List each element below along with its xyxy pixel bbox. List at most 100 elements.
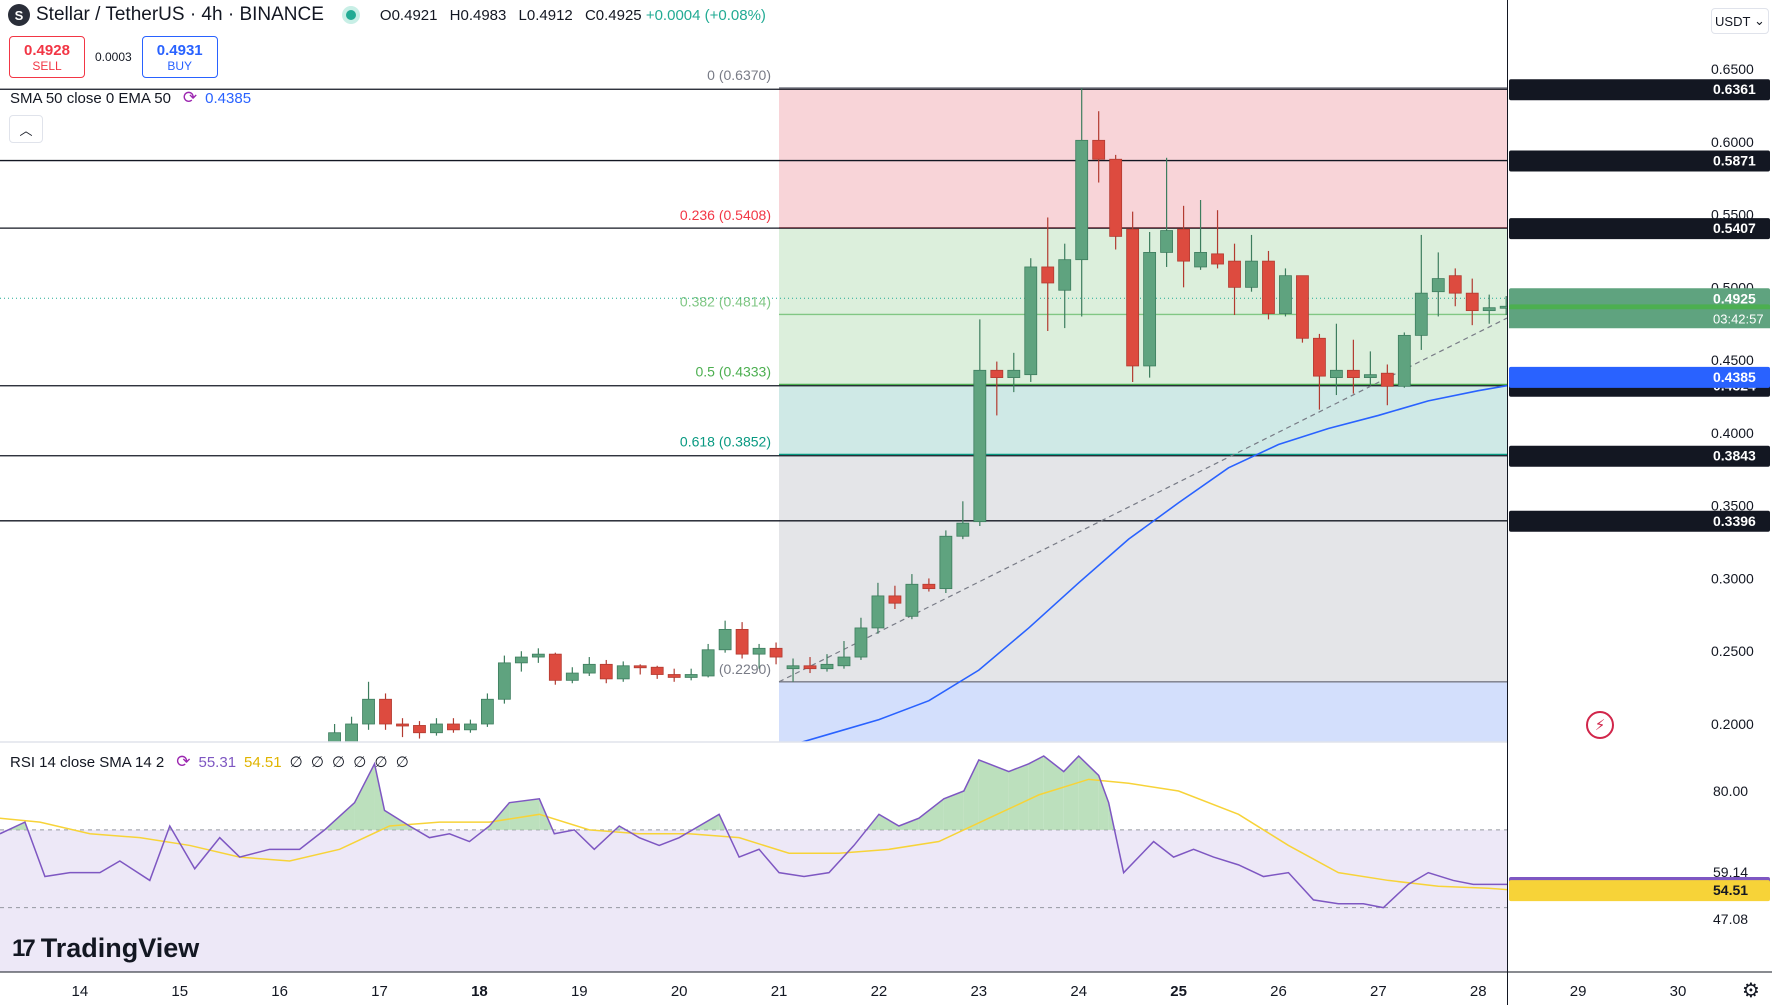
price-tick-label: 0.6500	[1711, 61, 1754, 77]
rsi-indicator-legend[interactable]: RSI 14 close SMA 14 2 ⟳ 55.31 54.51 ∅ ∅ …	[10, 752, 411, 772]
tradingview-mark-icon: 17	[12, 934, 36, 962]
gear-icon[interactable]: ⚙	[1742, 980, 1760, 1002]
candle-up	[1279, 275, 1292, 314]
candle-down	[667, 674, 681, 678]
rsi-sma-line	[0, 778, 1507, 891]
level-price-tag: 0.5407	[1713, 220, 1756, 236]
candle-down	[1262, 260, 1275, 314]
fib-level-label: 0.618 (0.3852)	[680, 433, 771, 449]
ohlc-readout: O0.4921 H0.4983 L0.4912 C0.4925 +0.0004 …	[380, 7, 766, 24]
ohlc-close: C0.4925	[584, 6, 642, 24]
rsi-overbought-fill	[1043, 756, 1064, 830]
rsi-overbought-fill	[943, 791, 964, 830]
time-tick-label: 29	[1570, 983, 1587, 1000]
candle-up	[497, 662, 511, 700]
tradingview-logo[interactable]: 17 TradingView	[12, 933, 199, 964]
candle-down	[803, 665, 817, 670]
time-tick-label: 26	[1270, 983, 1287, 1000]
level-price-tag-bg	[1509, 445, 1770, 467]
candle-up	[481, 698, 494, 725]
fib-level-label: 1 (0.2290)	[707, 661, 771, 677]
candle-up	[328, 732, 341, 742]
sell-label: SELL	[32, 58, 62, 73]
candle-down	[1448, 275, 1462, 294]
price-tag-sma: 0.4385	[1713, 369, 1756, 385]
candle-down	[1296, 275, 1309, 339]
trade-panel: 0.4928 SELL 0.0003 0.4931 BUY	[9, 36, 218, 78]
candle-up	[956, 522, 970, 537]
candle-up	[684, 674, 698, 678]
candle-up	[582, 663, 596, 674]
candle-down	[650, 666, 664, 675]
sma-indicator-legend[interactable]: SMA 50 close 0 EMA 50 ⟳ 0.4385	[10, 88, 251, 108]
candle-down	[1228, 260, 1241, 288]
currency-selector[interactable]: USDT ⌄	[1711, 8, 1769, 34]
candle-up	[1499, 305, 1507, 309]
rsi-tick-label: 80.00	[1713, 783, 1748, 799]
rsi-indicator-extras: ∅ ∅ ∅ ∅ ∅ ∅	[289, 754, 411, 771]
time-tick-label: 24	[1070, 983, 1087, 1000]
rsi-tag-sma-bg	[1509, 880, 1770, 902]
candle-up	[939, 535, 953, 590]
candle-up	[854, 627, 868, 658]
candle-up	[1397, 334, 1411, 387]
candle-up	[1058, 259, 1072, 291]
sell-button[interactable]: 0.4928 SELL	[9, 36, 85, 78]
buy-label: BUY	[167, 58, 193, 73]
collapse-legend-button[interactable]: ︿	[9, 115, 43, 143]
candle-up	[1482, 307, 1496, 312]
chevron-up-icon: ︿	[19, 122, 33, 138]
candle-up	[752, 647, 766, 655]
sma-indicator-label: SMA 50 close 0 EMA 50	[10, 89, 171, 107]
price-tick-label: 0.4000	[1711, 425, 1754, 441]
level-price-tag-bg	[1509, 218, 1770, 240]
candle-down	[769, 647, 783, 658]
price-tick-label: 0.3500	[1711, 498, 1754, 514]
fib-level-label: 0.382 (0.4814)	[680, 293, 771, 309]
rsi-overbought-fill	[1098, 775, 1109, 830]
fib-zone	[779, 227, 1507, 315]
level-price-tag-bg	[1509, 79, 1770, 101]
refresh-icon[interactable]: ⟳	[176, 752, 191, 771]
candle-down	[1313, 337, 1326, 377]
sma-50-line	[799, 384, 1507, 742]
candle-down	[1092, 139, 1106, 160]
candle-down	[1346, 369, 1360, 378]
candle-up	[430, 723, 443, 734]
fib-level-label: 0.5 (0.4333)	[696, 363, 772, 379]
level-price-tag-bg	[1509, 510, 1770, 532]
rsi-indicator-label: RSI 14 close SMA 14 2	[10, 753, 165, 771]
price-tick-label: 0.6000	[1711, 134, 1754, 150]
rsi-overbought-fill	[1008, 763, 1029, 830]
buy-button[interactable]: 0.4931 BUY	[141, 36, 218, 78]
refresh-icon[interactable]: ⟳	[182, 88, 198, 107]
candle-up	[837, 656, 851, 667]
candle-up	[362, 698, 375, 725]
rsi-panel	[0, 754, 1507, 972]
buy-price: 0.4931	[156, 41, 203, 59]
candle-up	[345, 723, 358, 742]
candle-down	[633, 665, 647, 669]
lightning-alert-icon[interactable]: ⚡	[1586, 711, 1614, 739]
candle-up	[1245, 260, 1258, 288]
candle-up	[464, 723, 477, 731]
candle-up	[871, 595, 885, 629]
candle-up	[1024, 266, 1038, 376]
rsi-overbought-fill	[509, 798, 540, 830]
fib-zone	[779, 314, 1507, 385]
rsi-line	[0, 754, 1507, 909]
rsi-overbought-fill	[699, 814, 720, 830]
candle-down	[379, 698, 392, 725]
fib-level-label: 0.236 (0.5408)	[680, 207, 771, 223]
ohlc-high: H0.4983	[449, 6, 507, 24]
tradingview-wordmark: TradingView	[40, 933, 200, 963]
fib-zone	[779, 87, 1507, 228]
symbol-title[interactable]: Stellar / TetherUS · 4h · BINANCE	[36, 4, 324, 25]
price-tick-label: 0.2000	[1711, 716, 1754, 732]
candle-down	[413, 725, 426, 734]
sell-price: 0.4928	[24, 41, 70, 59]
fib-zone	[779, 454, 1507, 682]
candle-down	[922, 583, 936, 590]
rsi-tick-label: 47.08	[1713, 911, 1748, 927]
